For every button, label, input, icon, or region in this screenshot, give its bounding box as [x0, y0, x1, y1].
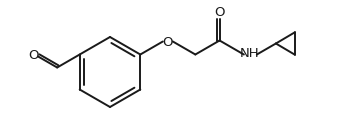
- Text: O: O: [163, 36, 173, 49]
- Text: NH: NH: [240, 47, 260, 60]
- Text: O: O: [28, 49, 38, 62]
- Text: O: O: [214, 6, 225, 19]
